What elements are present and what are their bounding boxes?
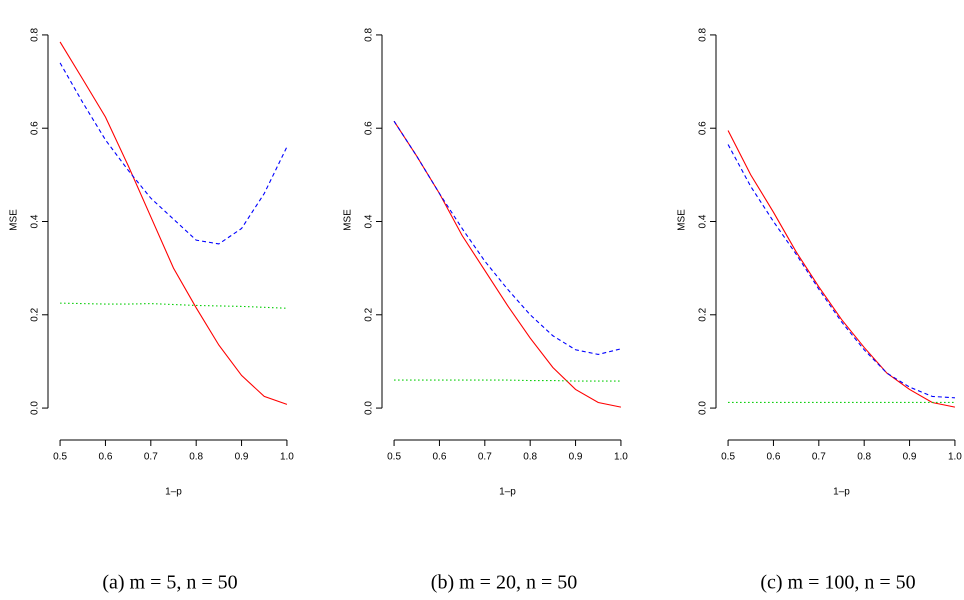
x-tick-label: 0.6 (766, 452, 780, 463)
x-tick-label: 0.8 (189, 452, 203, 463)
y-tick-label: 0.6 (30, 121, 41, 135)
series-line (393, 120, 622, 355)
y-tick-label: 0.4 (364, 214, 375, 228)
x-tick-label: 1.0 (614, 452, 628, 463)
x-tick-label: 0.8 (523, 452, 537, 463)
y-tick-label: 0.8 (698, 28, 709, 42)
series-line (727, 130, 956, 408)
caption: (c) m = 100, n = 50 (760, 572, 915, 594)
y-tick-label: 0.4 (30, 214, 41, 228)
series-line (727, 144, 955, 399)
y-tick-label: 0.6 (698, 121, 709, 135)
x-tick-label: 0.7 (478, 452, 492, 463)
x-tick-label: 0.7 (144, 452, 158, 463)
caption: (b) m = 20, n = 50 (431, 572, 577, 594)
y-axis-label: MSE (677, 209, 688, 231)
series-line (59, 41, 288, 405)
y-tick-label: 0.8 (30, 28, 41, 42)
y-axis-label: MSE (343, 209, 354, 231)
y-tick-label: 0.8 (364, 28, 375, 42)
y-axis-label: MSE (9, 209, 20, 231)
x-tick-label: 0.5 (53, 452, 67, 463)
y-tick-label: 0.2 (364, 307, 375, 321)
series-line (394, 379, 621, 382)
x-tick-label: 0.6 (432, 452, 446, 463)
y-tick-label: 0.4 (698, 214, 709, 228)
caption: (a) m = 5, n = 50 (102, 572, 237, 594)
x-tick-label: 1.0 (280, 452, 294, 463)
x-tick-label: 1.0 (948, 452, 962, 463)
y-tick-label: 0.0 (698, 401, 709, 415)
y-tick-label: 0.0 (30, 401, 41, 415)
series-line (60, 302, 287, 309)
y-tick-label: 0.2 (30, 307, 41, 321)
x-tick-label: 0.9 (903, 452, 917, 463)
x-tick-label: 0.5 (387, 452, 401, 463)
x-axis-label: 1–p (165, 487, 182, 498)
x-tick-label: 0.8 (857, 452, 871, 463)
y-tick-label: 0.0 (364, 401, 375, 415)
x-axis-label: 1–p (833, 487, 850, 498)
y-tick-label: 0.2 (698, 307, 709, 321)
x-tick-label: 0.9 (235, 452, 249, 463)
x-tick-label: 0.7 (812, 452, 826, 463)
series-line (59, 62, 288, 245)
y-tick-label: 0.6 (364, 121, 375, 135)
x-tick-label: 0.6 (98, 452, 112, 463)
x-axis-label: 1–p (499, 487, 516, 498)
x-tick-label: 0.9 (569, 452, 583, 463)
x-tick-label: 0.5 (721, 452, 735, 463)
series-line (393, 120, 622, 408)
